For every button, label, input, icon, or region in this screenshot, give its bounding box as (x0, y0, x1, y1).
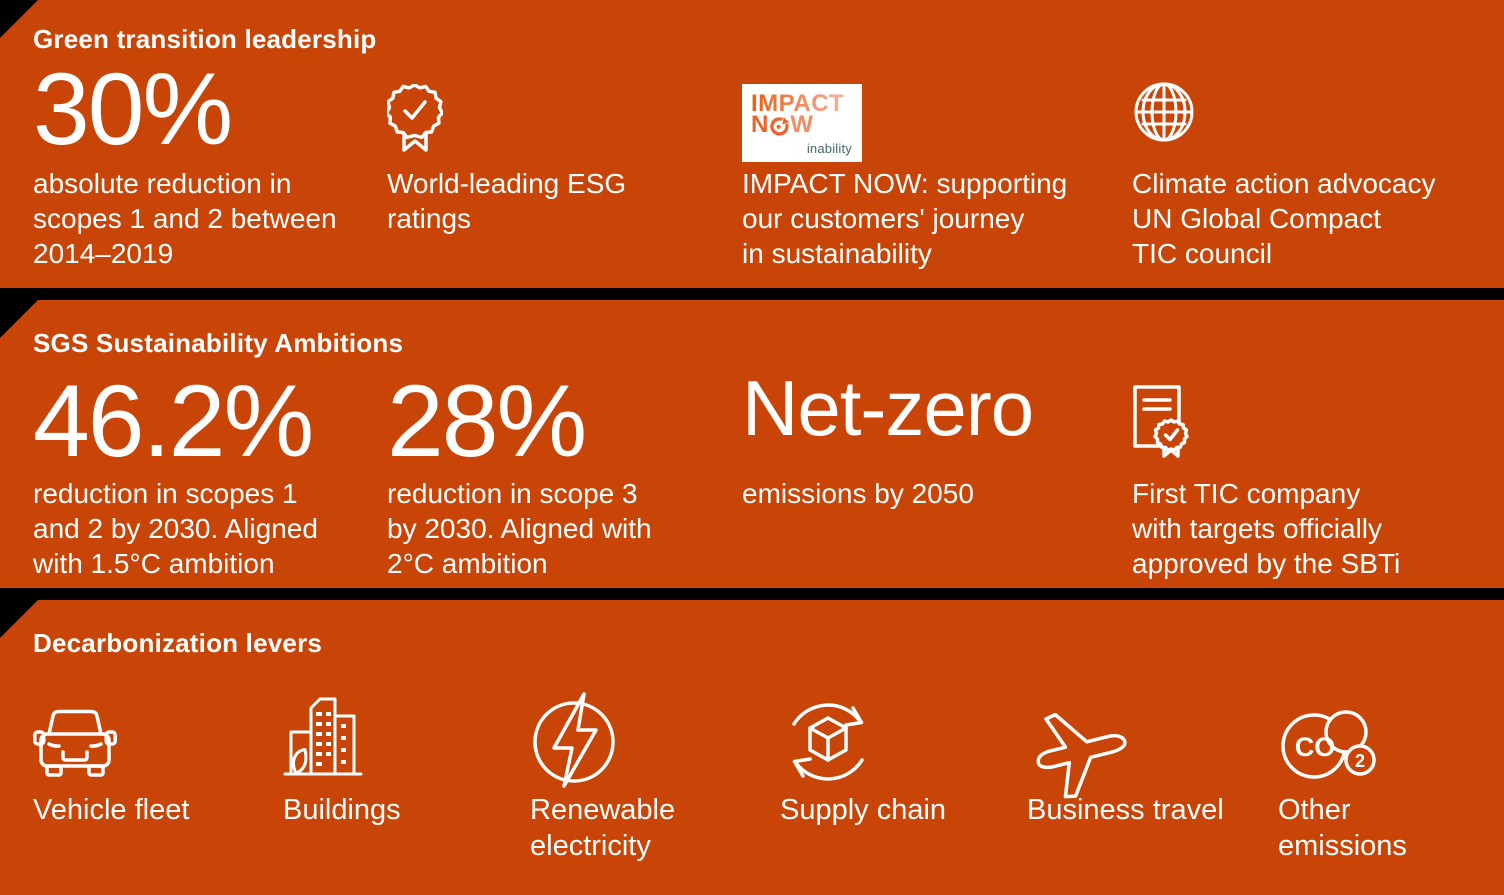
co2-subscript: 2 (1355, 751, 1365, 771)
item-description: Climate action advocacy UN Global Compac… (1132, 168, 1436, 269)
section-title: Green transition leadership (33, 24, 377, 54)
lever-label: Business travel (1027, 794, 1224, 826)
lever-label: Renewable electricity (530, 794, 676, 862)
co2-cloud-icon: CO 2 (1278, 700, 1382, 784)
lever-label: Buildings (283, 794, 401, 826)
supply-chain-icon (780, 694, 876, 790)
section-title: SGS Sustainability Ambitions (33, 328, 404, 358)
impact-now-logo: IMPACT N W inability (742, 84, 862, 162)
stat-description: emissions by 2050 (742, 478, 974, 509)
lever-label: Vehicle fleet (33, 794, 190, 826)
airplane-icon (1027, 696, 1131, 800)
award-badge-icon (387, 84, 443, 152)
lever-label: Other emissions (1278, 794, 1407, 862)
panel-sgs-sustainability-ambitions: SGS Sustainability Ambitions 46.2% reduc… (0, 300, 1504, 588)
lever-label: Supply chain (780, 794, 947, 826)
logo-subtext: inability (806, 141, 852, 156)
stat-value: Net-zero (742, 364, 1034, 452)
stat-description: absolute reduction in scopes 1 and 2 bet… (33, 168, 337, 269)
item-description: World-leading ESG ratings (387, 168, 627, 234)
panel-decarbonization-levers: Decarbonization levers Vehicle fleet (0, 600, 1504, 895)
section-title: Decarbonization levers (33, 628, 323, 658)
circular-arrow-icon (770, 117, 790, 136)
lightning-icon (530, 692, 618, 788)
globe-icon (1132, 80, 1196, 144)
car-icon (33, 704, 117, 778)
panel-green-transition-leadership: Green transition leadership 30% absolute… (0, 0, 1504, 288)
stat-description: reduction in scopes 1 and 2 by 2030. Ali… (33, 478, 318, 579)
stat-description: reduction in scope 3 by 2030. Aligned wi… (387, 478, 652, 579)
item-description: IMPACT NOW: supporting our customers' jo… (742, 168, 1068, 269)
buildings-icon (283, 692, 363, 778)
stat-value: 46.2% (33, 364, 314, 478)
co2-text: CO (1295, 732, 1336, 762)
stat-value: 28% (387, 364, 587, 478)
certificate-icon (1132, 384, 1190, 460)
stat-value: 30% (33, 52, 233, 166)
logo-word-impact: IMPACT (751, 90, 845, 117)
logo-word-now: N W (751, 111, 813, 138)
item-description: First TIC company with targets officiall… (1132, 478, 1401, 579)
